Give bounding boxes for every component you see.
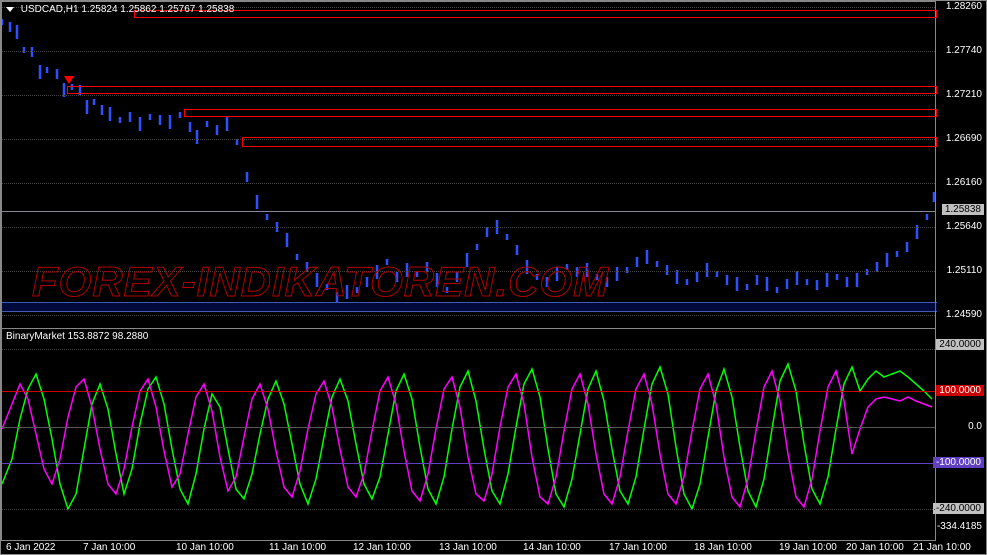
grid-line [2,95,935,96]
symbol-label: USDCAD,H1 [21,4,79,15]
resistance-zone [184,109,937,117]
time-label: 10 Jan 10:00 [176,542,234,553]
price-y-axis: 1.28260 1.27740 1.27210 1.26690 1.26160 1.256… [934,1,986,329]
indicator-level-line [2,463,935,464]
time-label: 6 Jan 2022 [6,542,56,553]
time-label: 12 Jan 10:00 [353,542,411,553]
price-y-label: 1.26690 [946,133,982,144]
grid-line [2,271,935,272]
indicator-title: BinaryMarket 153.8872 98.2880 [6,331,148,342]
arrow-down-icon [64,76,74,84]
time-label: 13 Jan 10:00 [439,542,497,553]
price-y-label: 1.25640 [946,221,982,232]
time-label: 21 Jan 10:00 [913,542,971,553]
resistance-zone [242,137,937,147]
price-chart-panel[interactable]: USDCAD,H1 1.25824 1.25862 1.25767 1.2583… [1,1,936,329]
indicator-y-label: -100.0000 [933,457,984,468]
time-label: 17 Jan 10:00 [609,542,667,553]
grid-line [2,51,935,52]
indicator-y-axis: 240.0000 100.0000 0.0 -100.0000 -240.0000 -33… [934,329,986,541]
time-label: 14 Jan 10:00 [523,542,581,553]
price-y-label: 1.27740 [946,45,982,56]
time-label: 19 Jan 10:00 [779,542,837,553]
price-y-label: 1.24590 [946,309,982,320]
support-zone [2,302,937,312]
current-price-box: 1.25838 [942,204,984,215]
indicator-y-label: 0.0 [968,421,982,432]
indicator-panel[interactable]: BinaryMarket 153.8872 98.2880 [1,329,936,541]
price-y-label: 1.28260 [946,1,982,12]
indicator-grid-line [2,349,935,350]
ohlc-label: 1.25824 1.25862 1.25767 1.25838 [81,4,234,15]
time-label: 7 Jan 10:00 [83,542,135,553]
indicator-y-label: -334.4185 [937,521,982,532]
price-y-label: 1.27210 [946,89,982,100]
resistance-zone [67,86,937,94]
indicator-level-line [2,427,935,428]
price-y-label: 1.26160 [946,177,982,188]
chart-container: USDCAD,H1 1.25824 1.25862 1.25767 1.2583… [0,0,987,555]
time-label: 20 Jan 10:00 [846,542,904,553]
chart-title: USDCAD,H1 1.25824 1.25862 1.25767 1.2583… [6,4,234,15]
grid-line [2,227,935,228]
resistance-zone [134,10,937,18]
grid-line [2,315,935,316]
indicator-y-label: 100.0000 [936,385,984,396]
price-y-label: 1.25110 [947,265,982,276]
current-price-line [2,211,935,212]
time-label: 11 Jan 10:00 [269,542,326,553]
indicator-grid-line [2,509,935,510]
dropdown-icon[interactable] [6,7,14,12]
indicator-level-line [2,391,935,392]
grid-line [2,183,935,184]
time-label: 18 Jan 10:00 [694,542,752,553]
time-x-axis: 6 Jan 2022 7 Jan 10:00 10 Jan 10:00 11 Jan … [1,540,936,554]
indicator-y-label: -240.0000 [933,503,984,514]
indicator-y-label: 240.0000 [936,339,984,350]
